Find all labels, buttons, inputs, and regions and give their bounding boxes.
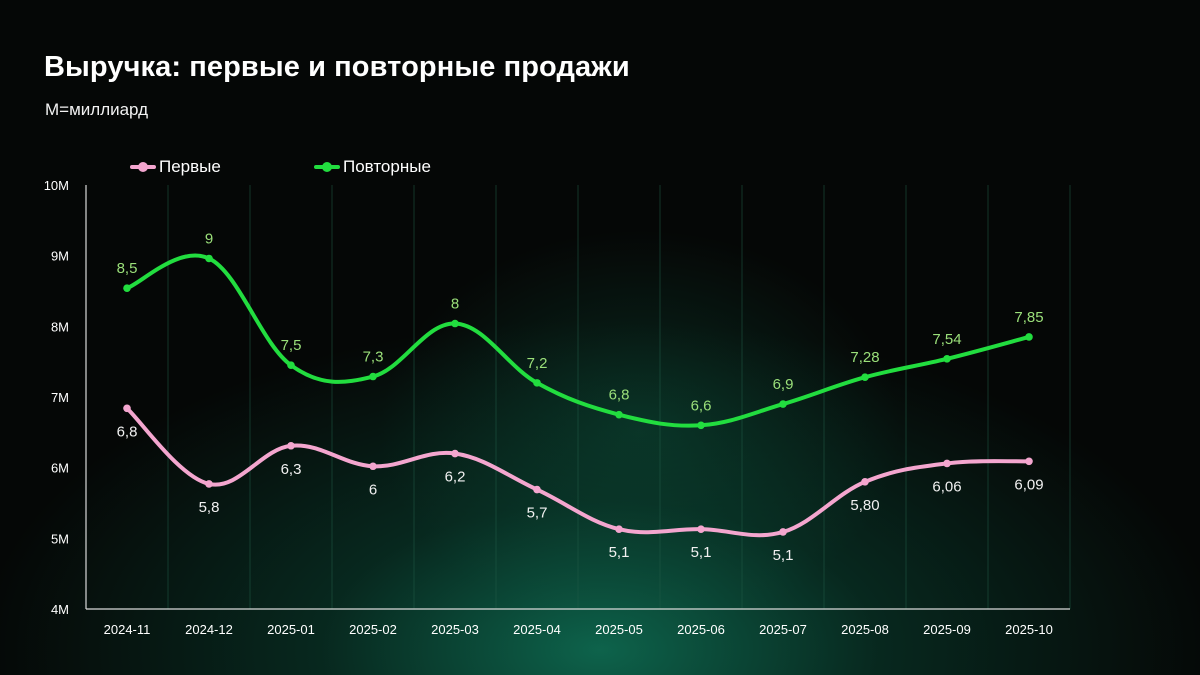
data-point-repeat[interactable] [697, 421, 705, 430]
data-point-first[interactable] [697, 525, 705, 533]
data-point-repeat[interactable] [205, 254, 213, 263]
data-point-first[interactable] [861, 478, 869, 486]
x-tick-label: 2025-01 [267, 622, 315, 637]
data-point-repeat[interactable] [943, 355, 951, 363]
data-label-repeat: 8 [451, 296, 459, 313]
data-point-first[interactable] [1025, 457, 1033, 466]
data-label-repeat: 6,6 [691, 397, 712, 414]
data-label-first: 6,8 [117, 423, 138, 440]
data-label-first: 5,7 [527, 505, 548, 522]
x-tick-label: 2024-11 [104, 622, 151, 637]
x-tick-label: 2025-08 [841, 622, 889, 637]
y-tick-label: 9M [51, 249, 69, 264]
chart-subtitle: M=миллиард [45, 100, 149, 119]
legend-swatch-first [130, 162, 156, 172]
data-label-first: 5,1 [773, 547, 794, 564]
data-point-first[interactable] [943, 459, 951, 468]
data-label-repeat: 9 [205, 230, 213, 247]
y-tick-label: 10M [44, 178, 69, 193]
x-tick-label: 2025-09 [923, 622, 971, 637]
data-label-first: 5,8 [199, 499, 220, 516]
data-point-first[interactable] [287, 441, 295, 450]
y-tick-label: 8M [51, 319, 69, 334]
data-label-first: 5,80 [850, 497, 879, 514]
legend-item-first[interactable]: Первые [130, 156, 221, 178]
data-point-first[interactable] [123, 404, 131, 413]
data-label-first: 6,09 [1014, 476, 1043, 493]
x-tick-label: 2025-06 [677, 622, 725, 637]
series-line-first [125, 406, 1031, 538]
x-tick-label: 2025-05 [595, 622, 643, 637]
data-label-repeat: 7,5 [281, 337, 302, 354]
data-label-repeat: 7,2 [527, 355, 548, 372]
legend-label-repeat: Повторные [343, 157, 431, 176]
x-tick-label: 2024-12 [185, 622, 233, 637]
data-label-repeat: 8,5 [117, 260, 138, 277]
legend-swatch-repeat [314, 162, 340, 172]
x-tick-label: 2025-02 [349, 622, 397, 637]
y-tick-label: 6M [51, 461, 69, 476]
data-point-repeat[interactable] [287, 361, 295, 370]
data-label-repeat: 7,85 [1014, 309, 1043, 326]
data-point-repeat[interactable] [1025, 333, 1033, 341]
data-label-first: 5,1 [609, 544, 630, 561]
data-point-first[interactable] [533, 485, 541, 494]
data-label-repeat: 7,3 [363, 349, 384, 366]
data-label-first: 6 [369, 481, 377, 498]
x-tick-label: 2025-07 [759, 622, 807, 637]
data-point-repeat[interactable] [123, 284, 131, 292]
x-tick-label: 2025-04 [513, 622, 561, 637]
data-point-repeat[interactable] [369, 372, 377, 381]
data-label-first: 6,2 [445, 469, 466, 486]
data-point-repeat[interactable] [533, 379, 541, 387]
data-point-first[interactable] [369, 462, 377, 471]
data-label-repeat: 6,9 [773, 376, 794, 393]
legend-item-repeat[interactable]: Повторные [314, 156, 431, 178]
y-tick-label: 5M [51, 531, 69, 546]
data-label-first: 6,3 [281, 461, 302, 478]
data-point-repeat[interactable] [451, 319, 459, 328]
data-label-repeat: 7,54 [932, 331, 961, 348]
data-point-first[interactable] [451, 449, 459, 458]
data-point-first[interactable] [205, 480, 213, 488]
x-tick-label: 2025-10 [1005, 622, 1053, 637]
data-label-first: 6,06 [932, 478, 961, 495]
data-point-repeat[interactable] [615, 410, 623, 419]
data-label-first: 5,1 [691, 544, 712, 561]
y-tick-label: 7M [51, 390, 69, 405]
data-label-repeat: 7,28 [850, 349, 879, 366]
data-point-repeat[interactable] [861, 373, 869, 382]
data-point-first[interactable] [779, 528, 787, 536]
x-tick-label: 2025-03 [431, 622, 479, 637]
y-tick-label: 4M [51, 602, 69, 617]
data-point-first[interactable] [615, 525, 623, 533]
chart-title: Выручка: первые и повторные продажи [44, 51, 630, 83]
data-label-repeat: 6,8 [609, 387, 630, 404]
legend-label-first: Первые [159, 157, 221, 176]
data-point-repeat[interactable] [779, 400, 787, 408]
